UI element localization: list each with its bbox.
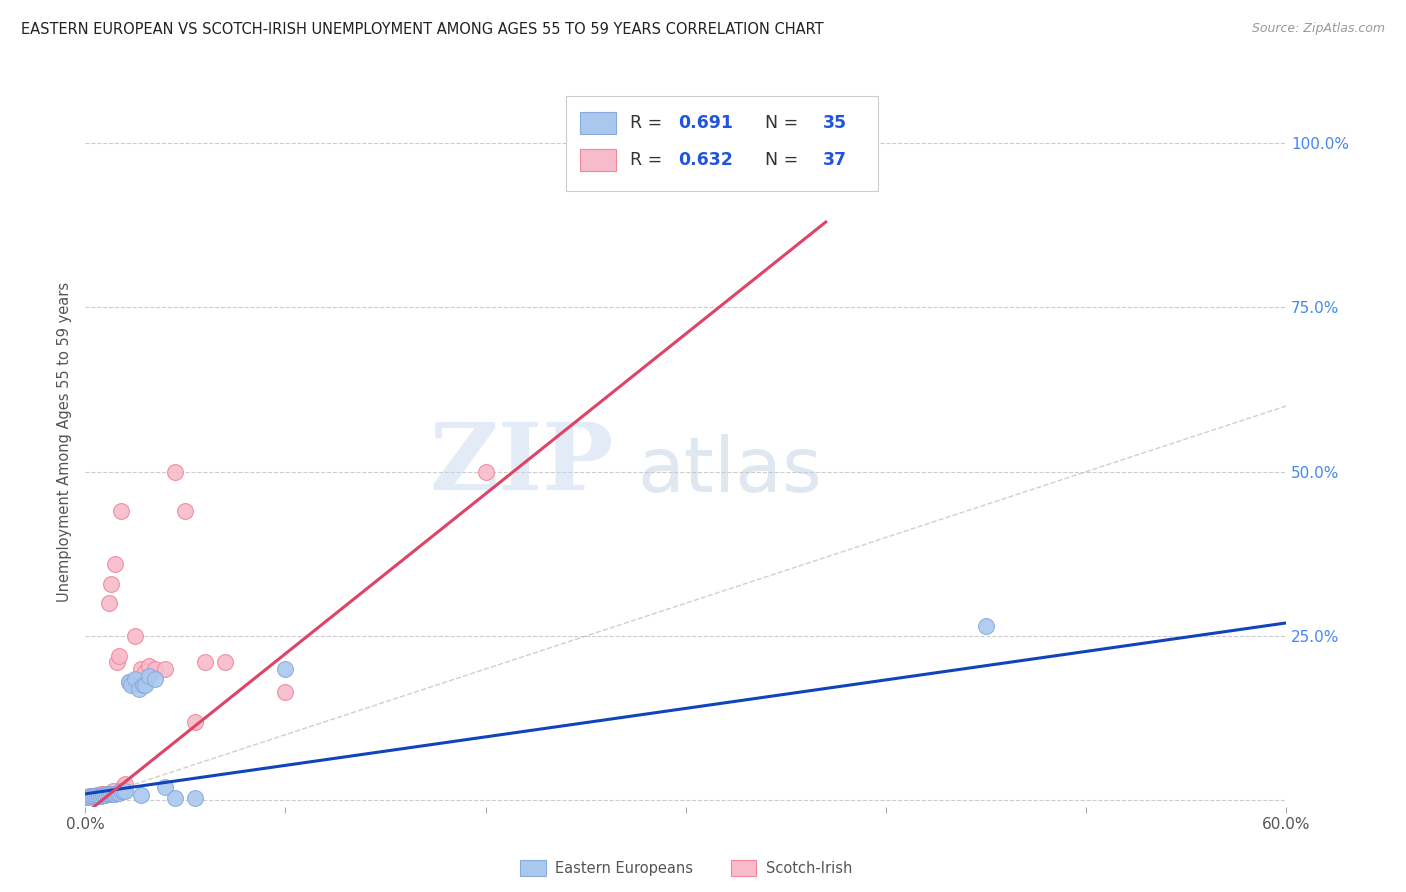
Point <box>118 675 141 690</box>
Point <box>90 789 112 803</box>
Text: R =: R = <box>630 114 668 132</box>
Point <box>98 596 121 610</box>
Point <box>84 789 107 803</box>
Text: N =: N = <box>754 114 804 132</box>
Point <box>120 678 142 692</box>
Y-axis label: Unemployment Among Ages 55 to 59 years: Unemployment Among Ages 55 to 59 years <box>58 282 72 602</box>
Point <box>634 136 657 150</box>
Point <box>80 789 103 804</box>
Point <box>174 504 197 518</box>
Point <box>89 789 111 803</box>
Point <box>124 629 146 643</box>
Point <box>112 780 135 795</box>
Point <box>124 672 146 686</box>
Point <box>104 557 127 571</box>
Point <box>110 783 132 797</box>
Point <box>103 783 125 797</box>
Point <box>82 789 104 804</box>
Text: 0.691: 0.691 <box>679 114 734 132</box>
Point <box>114 777 136 791</box>
Text: 37: 37 <box>823 151 846 169</box>
Point <box>90 788 112 802</box>
Point <box>94 788 117 802</box>
Point <box>105 656 128 670</box>
Point <box>474 465 496 479</box>
Point <box>155 662 177 676</box>
Point <box>132 678 155 692</box>
Point <box>94 788 117 802</box>
Point <box>84 789 107 803</box>
Point <box>98 787 121 801</box>
Point <box>131 662 153 676</box>
Point <box>184 791 207 805</box>
Point <box>184 714 207 729</box>
Point <box>104 787 127 801</box>
Text: ZIP: ZIP <box>429 419 613 509</box>
Point <box>134 678 156 692</box>
Point <box>89 788 111 802</box>
Point <box>974 619 997 633</box>
Point <box>76 790 98 805</box>
Text: 0.632: 0.632 <box>679 151 734 169</box>
Point <box>108 648 131 663</box>
Point <box>138 668 160 682</box>
Point <box>76 790 98 805</box>
Point <box>79 790 101 805</box>
Point <box>145 662 167 676</box>
Point <box>75 790 97 805</box>
Point <box>100 788 122 802</box>
Point <box>165 465 187 479</box>
Point <box>110 504 132 518</box>
Bar <box>581 149 616 171</box>
Point <box>79 789 101 804</box>
Point <box>274 662 297 676</box>
Point <box>775 136 797 150</box>
Point <box>114 783 136 797</box>
Text: Scotch-Irish: Scotch-Irish <box>766 862 852 876</box>
Point <box>96 787 118 801</box>
Point <box>93 788 115 802</box>
Point <box>86 789 108 804</box>
Point <box>112 783 135 797</box>
Text: Source: ZipAtlas.com: Source: ZipAtlas.com <box>1251 22 1385 36</box>
Point <box>131 788 153 802</box>
Point <box>194 656 217 670</box>
Text: 35: 35 <box>823 114 846 132</box>
Text: N =: N = <box>754 151 804 169</box>
Text: Eastern Europeans: Eastern Europeans <box>555 862 693 876</box>
Point <box>96 788 118 802</box>
Point <box>128 681 150 696</box>
Point <box>100 576 122 591</box>
Point <box>86 788 108 802</box>
Point <box>105 786 128 800</box>
Bar <box>581 112 616 135</box>
Point <box>134 665 156 680</box>
Point <box>80 789 103 804</box>
Point <box>274 685 297 699</box>
Point <box>214 656 236 670</box>
Text: EASTERN EUROPEAN VS SCOTCH-IRISH UNEMPLOYMENT AMONG AGES 55 TO 59 YEARS CORRELAT: EASTERN EUROPEAN VS SCOTCH-IRISH UNEMPLO… <box>21 22 824 37</box>
Point <box>118 675 141 690</box>
Point <box>145 672 167 686</box>
FancyBboxPatch shape <box>565 95 877 191</box>
Point <box>93 788 115 802</box>
Point <box>103 787 125 801</box>
Point <box>75 790 97 805</box>
Point <box>82 789 104 803</box>
Text: atlas: atlas <box>638 434 823 508</box>
Text: R =: R = <box>630 151 668 169</box>
Point <box>165 791 187 805</box>
Point <box>108 785 131 799</box>
Point <box>155 780 177 795</box>
Point <box>138 658 160 673</box>
